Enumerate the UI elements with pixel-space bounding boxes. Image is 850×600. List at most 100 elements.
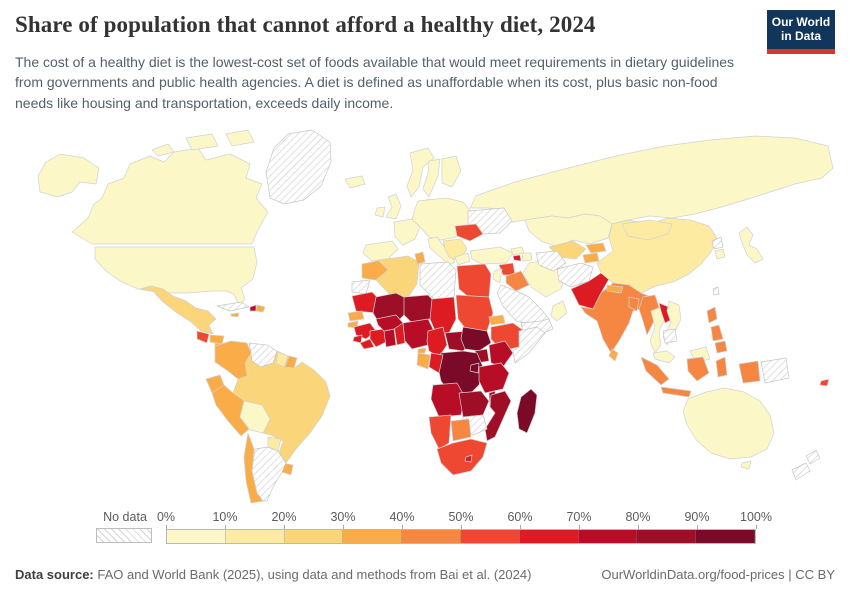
country-congo[interactable] [428, 352, 444, 374]
country-lesotho[interactable] [464, 454, 473, 463]
country-tunisia[interactable] [414, 251, 426, 265]
country-guyana[interactable] [275, 351, 289, 368]
country-japan[interactable] [738, 226, 764, 264]
country-alaska[interactable] [37, 153, 100, 198]
country-egypt[interactable] [456, 263, 492, 300]
country-zambia[interactable] [458, 390, 490, 418]
country-botswana[interactable] [450, 418, 472, 442]
country-ireland[interactable] [374, 206, 386, 218]
country-jordan[interactable] [492, 268, 503, 284]
legend-bin-80-90%[interactable] [637, 530, 697, 543]
legend-bin-0-10%[interactable] [167, 530, 226, 543]
country-france[interactable] [393, 218, 421, 246]
country-mexico[interactable] [139, 285, 217, 335]
country-suriname[interactable] [284, 355, 298, 369]
country-papua-new-guinea[interactable] [760, 357, 790, 384]
country-australia[interactable] [682, 387, 775, 470]
country-pakistan[interactable] [570, 272, 610, 310]
country-armenia[interactable] [512, 254, 522, 262]
country-south-africa[interactable] [436, 438, 488, 476]
country-eritrea[interactable] [488, 314, 506, 326]
country-madagascar[interactable] [516, 388, 538, 434]
legend-bin-10-20%[interactable] [225, 530, 285, 543]
country-bangladesh[interactable] [628, 296, 640, 312]
footer-license[interactable]: OurWorldinData.org/food-prices | CC BY [601, 567, 835, 582]
legend-bin-20-30%[interactable] [284, 530, 344, 543]
country-greece[interactable] [454, 252, 471, 266]
country-haiti[interactable] [249, 304, 257, 312]
country-cote-divoire[interactable] [369, 328, 389, 348]
country-jamaica[interactable] [230, 312, 240, 318]
country-north-korea[interactable] [711, 236, 724, 250]
country-rwanda-burundi[interactable] [469, 362, 480, 374]
country-united-kingdom[interactable] [385, 193, 402, 220]
country-taiwan[interactable] [712, 286, 720, 296]
legend-tick-label: 10% [212, 510, 238, 524]
country-dominican-republic[interactable] [255, 304, 266, 313]
country-venezuela[interactable] [248, 342, 278, 368]
country-myanmar[interactable] [638, 294, 660, 336]
legend-bin-50-60%[interactable] [460, 530, 520, 543]
country-guatemala[interactable] [196, 330, 210, 344]
country-honduras[interactable] [209, 334, 225, 345]
country-nepal[interactable] [606, 284, 624, 294]
country-norway[interactable] [406, 147, 435, 198]
country-bolivia[interactable] [239, 400, 271, 434]
country-western-sahara[interactable] [351, 279, 371, 295]
country-liberia[interactable] [359, 338, 375, 350]
country-turkey[interactable] [469, 246, 514, 265]
country-united-states[interactable] [94, 246, 258, 307]
country-canada-islands[interactable] [151, 129, 255, 157]
country-kazakhstan[interactable] [524, 213, 613, 248]
legend-bin-60-70%[interactable] [519, 530, 579, 543]
country-kyrgyzstan[interactable] [585, 242, 607, 254]
country-south-korea[interactable] [714, 248, 726, 260]
country-azerbaijan[interactable] [521, 252, 533, 262]
country-greenland[interactable] [265, 129, 332, 205]
country-namibia[interactable] [428, 414, 452, 450]
country-equatorial-guinea[interactable] [417, 347, 427, 354]
country-turkmenistan[interactable] [535, 250, 567, 272]
country-sri-lanka[interactable] [608, 348, 619, 362]
country-cuba[interactable] [216, 301, 250, 312]
country-sweden[interactable] [422, 158, 441, 198]
country-oman[interactable] [550, 300, 568, 322]
country-philippines[interactable] [706, 306, 728, 354]
country-canada[interactable] [71, 147, 269, 245]
country-new-zealand[interactable] [791, 449, 821, 481]
country-south-sudan[interactable] [460, 326, 492, 352]
country-colombia[interactable] [214, 340, 252, 380]
country-tajikistan[interactable] [582, 252, 600, 264]
country-angola[interactable] [430, 382, 466, 418]
country-sierra-leone[interactable] [352, 334, 363, 344]
legend-bin-70-80%[interactable] [578, 530, 638, 543]
country-chile[interactable] [243, 432, 264, 504]
country-iceland[interactable] [344, 175, 366, 189]
country-senegal[interactable] [347, 310, 365, 322]
country-finland[interactable] [441, 155, 462, 188]
owid-logo[interactable]: Our World in Data [767, 10, 835, 54]
country-mongolia[interactable] [621, 219, 673, 241]
country-burkina-faso[interactable] [375, 314, 404, 332]
legend-tick-mark [461, 525, 462, 529]
legend-tick-mark [756, 525, 757, 529]
country-fiji[interactable] [819, 378, 830, 387]
country-sudan[interactable] [455, 294, 494, 334]
legend-bin-30-40%[interactable] [343, 530, 403, 543]
country-russia[interactable] [469, 135, 834, 225]
legend-bin-40-50%[interactable] [402, 530, 461, 543]
country-italy[interactable] [427, 236, 456, 266]
country-cambodia[interactable] [662, 328, 678, 344]
country-tanzania[interactable] [478, 362, 510, 394]
country-iraq[interactable] [505, 270, 530, 292]
country-romania[interactable] [454, 223, 484, 242]
country-gabon[interactable] [416, 352, 431, 370]
country-kenya[interactable] [488, 340, 514, 368]
country-somalia[interactable] [512, 326, 546, 364]
country-mozambique[interactable] [484, 390, 512, 442]
legend-bin-90-100%[interactable] [696, 530, 755, 543]
legend-no-data-swatch[interactable] [96, 528, 152, 543]
country-algeria[interactable] [375, 255, 420, 300]
country-ghana[interactable] [383, 328, 397, 348]
country-indonesia[interactable] [640, 356, 761, 398]
